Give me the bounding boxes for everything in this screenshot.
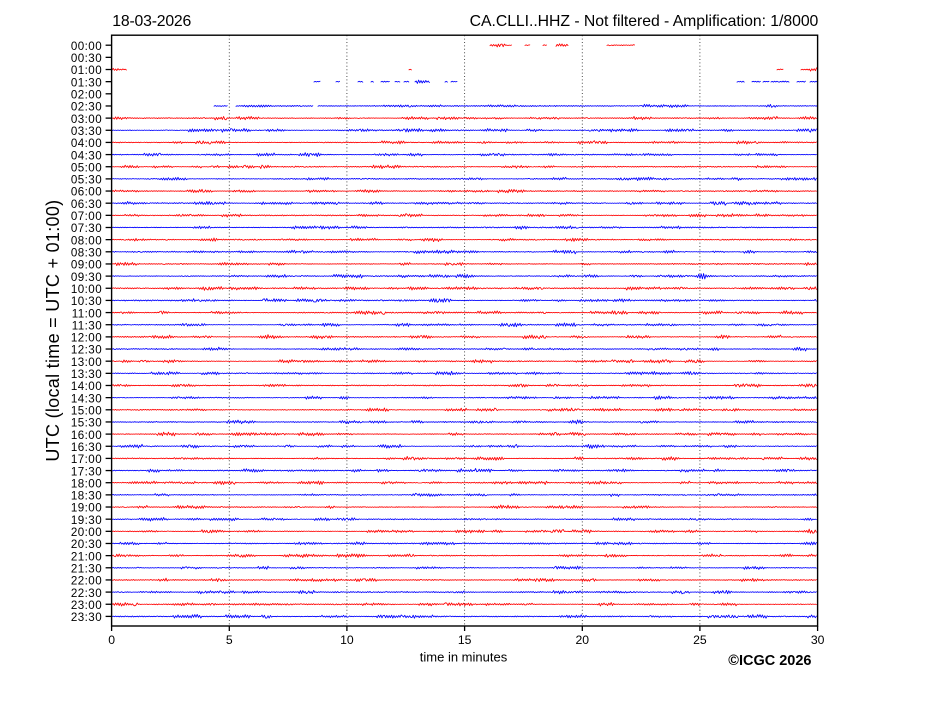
svg-text:07:00: 07:00 — [71, 210, 102, 223]
svg-text:08:30: 08:30 — [71, 247, 102, 260]
svg-text:0: 0 — [108, 633, 115, 647]
svg-text:16:00: 16:00 — [71, 429, 102, 442]
svg-text:06:30: 06:30 — [71, 198, 102, 211]
svg-text:10:00: 10:00 — [71, 283, 102, 296]
svg-text:15:00: 15:00 — [71, 405, 102, 418]
svg-text:21:00: 21:00 — [71, 550, 102, 563]
svg-text:14:00: 14:00 — [71, 380, 102, 393]
svg-text:01:30: 01:30 — [71, 76, 102, 89]
svg-text:05:30: 05:30 — [71, 174, 102, 187]
svg-text:5: 5 — [226, 633, 233, 647]
svg-text:15: 15 — [458, 633, 472, 647]
svg-text:00:30: 00:30 — [71, 52, 102, 65]
svg-text:22:30: 22:30 — [71, 587, 102, 600]
svg-text:07:30: 07:30 — [71, 222, 102, 235]
svg-text:03:30: 03:30 — [71, 125, 102, 138]
svg-text:CA.CLLI..HHZ - Not filtered -: CA.CLLI..HHZ - Not filtered - Amplificat… — [470, 13, 819, 30]
svg-text:UTC (local time = UTC + 01:00): UTC (local time = UTC + 01:00) — [43, 200, 63, 462]
svg-text:25: 25 — [693, 633, 707, 647]
svg-text:18-03-2026: 18-03-2026 — [112, 13, 191, 30]
svg-text:11:00: 11:00 — [72, 307, 102, 320]
svg-text:17:30: 17:30 — [71, 465, 102, 478]
svg-text:13:00: 13:00 — [71, 356, 102, 369]
svg-text:12:00: 12:00 — [71, 332, 102, 345]
svg-text:08:00: 08:00 — [71, 234, 102, 247]
svg-text:04:30: 04:30 — [71, 149, 102, 162]
svg-text:17:00: 17:00 — [71, 453, 102, 466]
svg-text:02:30: 02:30 — [71, 101, 102, 114]
svg-text:06:00: 06:00 — [71, 186, 102, 199]
svg-text:19:30: 19:30 — [71, 514, 102, 527]
svg-text:02:00: 02:00 — [71, 89, 102, 102]
svg-text:10: 10 — [340, 633, 354, 647]
svg-text:©ICGC 2026: ©ICGC 2026 — [728, 653, 811, 669]
svg-text:10:30: 10:30 — [71, 295, 102, 308]
svg-text:15:30: 15:30 — [71, 417, 102, 430]
svg-text:18:30: 18:30 — [71, 490, 102, 503]
svg-text:09:00: 09:00 — [71, 259, 102, 272]
svg-text:20: 20 — [576, 633, 590, 647]
svg-text:16:30: 16:30 — [71, 441, 102, 454]
svg-text:11:30: 11:30 — [72, 319, 102, 332]
svg-text:23:30: 23:30 — [71, 611, 102, 624]
svg-text:22:00: 22:00 — [71, 575, 102, 588]
svg-text:03:00: 03:00 — [71, 113, 102, 126]
svg-text:20:00: 20:00 — [71, 526, 102, 539]
svg-text:23:00: 23:00 — [71, 599, 102, 612]
svg-text:19:00: 19:00 — [71, 502, 102, 515]
svg-text:21:30: 21:30 — [71, 562, 102, 575]
svg-text:12:30: 12:30 — [71, 344, 102, 357]
svg-text:04:00: 04:00 — [71, 137, 102, 150]
svg-text:14:30: 14:30 — [71, 392, 102, 405]
svg-text:30: 30 — [811, 633, 825, 647]
svg-text:05:00: 05:00 — [71, 161, 102, 174]
svg-text:13:30: 13:30 — [71, 368, 102, 381]
svg-text:09:30: 09:30 — [71, 271, 102, 284]
svg-text:time in minutes: time in minutes — [420, 650, 508, 665]
svg-text:00:00: 00:00 — [71, 40, 102, 53]
svg-text:18:00: 18:00 — [71, 477, 102, 490]
svg-text:20:30: 20:30 — [71, 538, 102, 551]
svg-text:01:00: 01:00 — [71, 64, 102, 77]
